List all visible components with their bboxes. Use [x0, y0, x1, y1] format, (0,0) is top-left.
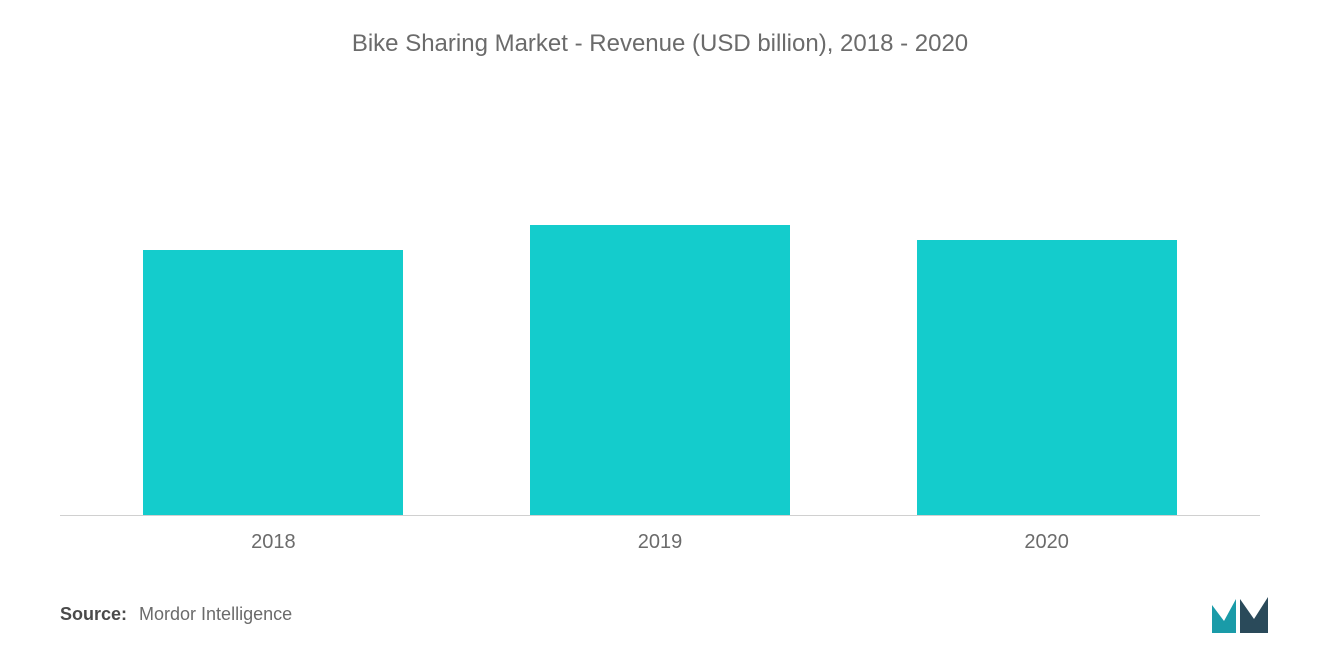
chart-title: Bike Sharing Market - Revenue (USD billi…	[60, 30, 1260, 58]
source-row: Source: Mordor Intelligence	[60, 604, 1260, 625]
bar-2019	[530, 225, 790, 515]
x-label-2020: 2020	[907, 531, 1187, 554]
bar-2020	[917, 240, 1177, 515]
source-value: Mordor Intelligence	[139, 604, 292, 625]
bar-wrapper-2018	[133, 250, 413, 515]
bar-wrapper-2019	[520, 225, 800, 515]
chart-plot-area	[60, 68, 1260, 516]
x-label-2018: 2018	[133, 531, 413, 554]
source-label: Source:	[60, 604, 127, 625]
bar-2018	[143, 250, 403, 515]
mordor-logo-icon	[1210, 595, 1270, 635]
x-axis-labels: 2018 2019 2020	[60, 531, 1260, 554]
x-label-2019: 2019	[520, 531, 800, 554]
chart-container: Bike Sharing Market - Revenue (USD billi…	[0, 0, 1320, 665]
bar-wrapper-2020	[907, 240, 1187, 515]
